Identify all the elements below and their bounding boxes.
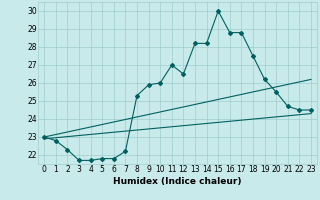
X-axis label: Humidex (Indice chaleur): Humidex (Indice chaleur) xyxy=(113,177,242,186)
